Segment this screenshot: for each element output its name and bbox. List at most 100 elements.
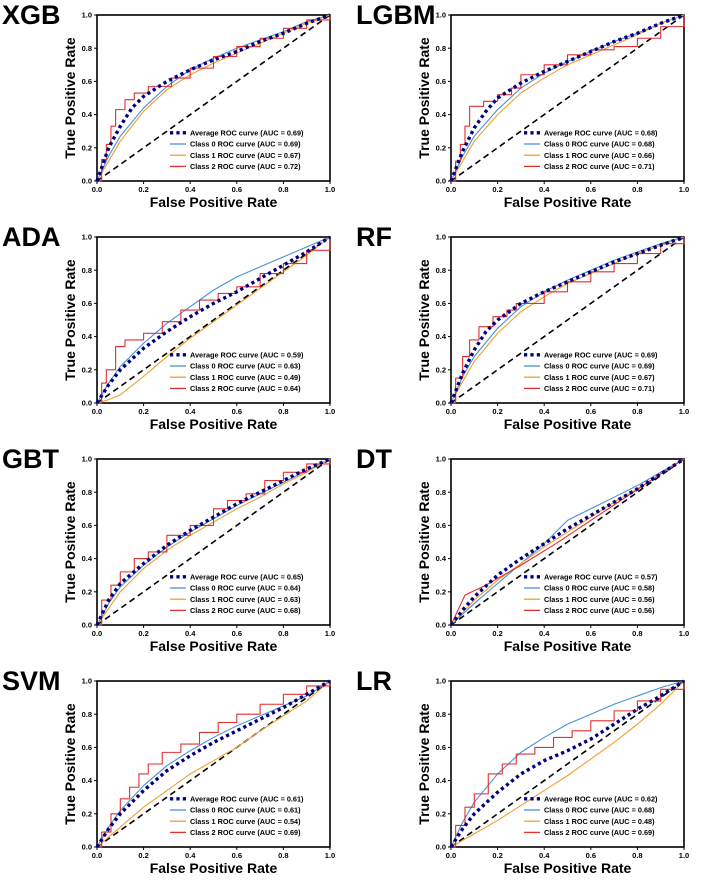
roc-chart-svg: 0.0 0.2 0.4 0.6 0.8 1.0 0.0 0.2 0.4 0.6 0.8 1.0 Fals… [62,677,335,876]
y-axis-label: True Positive Rate [416,481,432,603]
y-axis-label: True Positive Rate [62,481,78,603]
model-label: GBT [2,444,59,474]
roc-curve-series-1 [96,236,331,404]
y-tick-label: 0.0 [82,843,92,852]
y-tick-label: 0.6 [436,743,446,752]
y-tick-label: 0.6 [436,521,446,530]
y-axis-label: True Positive Rate [62,259,78,381]
legend-entry: Class 0 ROC curve (AUC = 0.63) [190,362,301,371]
x-tick-label: 0.0 [92,851,102,860]
x-tick-label: 0.4 [185,185,196,194]
y-tick-label: 1.0 [82,11,92,20]
y-tick-label: 1.0 [436,11,446,20]
x-tick-label: 0.6 [232,407,242,416]
x-tick-label: 0.8 [632,629,642,638]
y-axis-label: True Positive Rate [62,703,78,825]
y-tick-label: 0.4 [436,110,447,119]
x-axis-label: False Positive Rate [150,194,278,210]
legend-entry: Class 0 ROC curve (AUC = 0.69) [190,140,301,149]
x-tick-label: 0.4 [539,407,550,416]
roc-curve-series-3 [97,237,331,404]
chance-diagonal [96,14,331,182]
x-tick-label: 1.0 [679,407,689,416]
y-tick-label: 0.0 [436,177,446,186]
y-tick-label: 0.2 [436,365,446,374]
legend-entry: Class 0 ROC curve (AUC = 0.69) [544,362,655,371]
y-tick-label: 0.4 [82,110,93,119]
chance-diagonal [96,680,331,848]
x-tick-label: 1.0 [679,185,689,194]
x-axis-label: False Positive Rate [150,416,278,432]
y-tick-label: 1.0 [436,455,446,464]
roc-chart-svg: 0.0 0.2 0.4 0.6 0.8 1.0 0.0 0.2 0.4 0.6 0.8 1.0 Fals… [62,11,335,210]
roc-curve-series-3 [450,458,685,626]
y-tick-label: 0.0 [436,621,446,630]
x-tick-label: 1.0 [325,851,335,860]
legend-entry: Average ROC curve (AUC = 0.69) [544,350,658,359]
y-tick-label: 0.6 [82,521,92,530]
y-tick-label: 0.4 [436,332,447,341]
x-tick-label: 0.0 [446,851,456,860]
x-tick-label: 0.8 [278,407,288,416]
legend-entry: Class 0 ROC curve (AUC = 0.68) [544,806,655,815]
x-tick-label: 0.8 [278,185,288,194]
chance-diagonal [450,14,685,182]
y-tick-label: 0.6 [82,299,92,308]
x-axis-label: False Positive Rate [150,860,278,876]
legend-entry: Class 1 ROC curve (AUC = 0.54) [190,817,301,826]
x-tick-label: 1.0 [679,851,689,860]
x-tick-label: 0.0 [446,185,456,194]
roc-chart-svg: 0.0 0.2 0.4 0.6 0.8 1.0 0.0 0.2 0.4 0.6 0.8 1.0 Fals… [62,455,335,654]
x-tick-label: 0.4 [185,851,196,860]
y-tick-label: 0.2 [436,587,446,596]
y-tick-label: 0.2 [82,809,92,818]
y-tick-label: 0.0 [436,399,446,408]
roc-panel-lgbm: LGBM 0.0 0.2 0.4 0.6 0.8 1.0 0.0 0.2 0.4 0.6 0.8 1.0… [354,0,708,222]
x-tick-label: 0.2 [138,407,148,416]
x-tick-label: 0.2 [138,185,148,194]
x-tick-label: 0.2 [138,629,148,638]
model-label: XGB [2,0,61,30]
y-tick-label: 0.8 [82,710,92,719]
roc-curve-series-2 [450,14,685,182]
legend-entry: Average ROC curve (AUC = 0.61) [190,794,304,803]
y-tick-label: 0.0 [82,399,92,408]
y-tick-label: 0.8 [436,710,446,719]
legend-entry: Class 1 ROC curve (AUC = 0.56) [544,595,655,604]
x-axis-label: False Positive Rate [504,860,632,876]
y-axis-label: True Positive Rate [416,703,432,825]
x-tick-label: 1.0 [325,185,335,194]
roc-curve-series-3 [97,459,331,626]
y-tick-label: 0.2 [82,365,92,374]
y-axis-label: True Positive Rate [62,37,78,159]
x-tick-label: 0.2 [492,629,502,638]
roc-curve-series-0 [449,235,685,404]
y-tick-label: 0.2 [436,143,446,152]
roc-curve-series-2 [450,236,685,404]
x-tick-label: 0.4 [539,185,550,194]
x-tick-label: 0.6 [586,629,596,638]
roc-curve-series-0 [95,457,331,626]
legend-entry: Class 2 ROC curve (AUC = 0.56) [544,606,655,615]
y-tick-label: 0.8 [436,488,446,497]
chance-diagonal [450,680,685,848]
y-tick-label: 0.0 [436,843,446,852]
legend-entry: Class 1 ROC curve (AUC = 0.67) [190,151,301,160]
legend-entry: Average ROC curve (AUC = 0.69) [190,128,304,137]
roc-panel-dt: DT 0.0 0.2 0.4 0.6 0.8 1.0 0.0 0.2 0.4 0.6 0.8 1.0 Fa… [354,444,708,666]
legend-entry: Average ROC curve (AUC = 0.65) [190,572,304,581]
legend-entry: Class 2 ROC curve (AUC = 0.69) [190,828,301,837]
roc-curve-series-3 [97,15,331,182]
legend-entry: Average ROC curve (AUC = 0.68) [544,128,658,137]
roc-curve-series-1 [96,680,331,848]
x-tick-label: 0.2 [492,185,502,194]
y-tick-label: 0.6 [82,743,92,752]
chance-diagonal [96,236,331,404]
y-tick-label: 0.0 [82,177,92,186]
y-tick-label: 0.2 [82,143,92,152]
y-tick-label: 0.4 [436,776,447,785]
x-tick-label: 0.6 [586,185,596,194]
x-axis-label: False Positive Rate [504,638,632,654]
roc-curve-series-3 [451,237,685,404]
